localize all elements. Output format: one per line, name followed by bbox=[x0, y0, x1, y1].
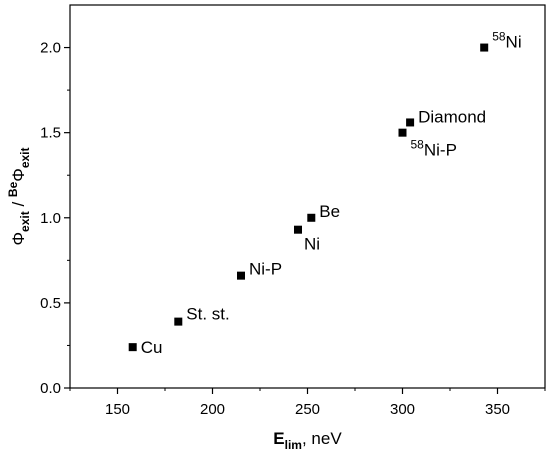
plot-frame bbox=[69, 4, 546, 389]
y-tick-label: 2.0 bbox=[40, 40, 61, 57]
data-label: St. st. bbox=[186, 305, 229, 324]
data-label: Ni-P bbox=[249, 260, 282, 279]
axis-titles: Elim, neV Φexit / BeΦexit bbox=[6, 147, 342, 452]
data-label: Diamond bbox=[418, 107, 486, 126]
data-points bbox=[128, 43, 489, 352]
data-point bbox=[406, 118, 415, 127]
y-tick-label: 1.5 bbox=[40, 125, 61, 142]
data-point bbox=[294, 225, 302, 234]
x-tick-label: 300 bbox=[390, 401, 415, 418]
x-tick-label: 150 bbox=[105, 401, 130, 418]
data-point bbox=[128, 343, 137, 352]
data-label: Be bbox=[319, 202, 340, 221]
data-label: 58Ni-P bbox=[411, 138, 457, 160]
x-tick-label: 250 bbox=[295, 401, 320, 418]
data-point bbox=[174, 317, 183, 326]
data-label: Ni bbox=[304, 235, 320, 254]
data-point bbox=[307, 213, 316, 222]
x-tick-label: 200 bbox=[200, 401, 225, 418]
x-tick-label: 350 bbox=[485, 401, 510, 418]
data-label: 58Ni bbox=[492, 30, 521, 52]
y-axis-title: Φexit / BeΦexit bbox=[6, 147, 32, 245]
data-label: Cu bbox=[141, 338, 163, 357]
data-point bbox=[480, 43, 489, 52]
x-axis-title: Elim, neV bbox=[273, 429, 342, 452]
ticks: 150 200 250 300 350 0.0 0.5 1.0 1.5 2.0 bbox=[40, 40, 546, 418]
data-labels: Cu St. st. Ni-P Ni Be 58Ni-P Diamond 58Ni bbox=[141, 30, 522, 358]
axes bbox=[69, 4, 546, 389]
y-tick-label: 1.0 bbox=[40, 210, 61, 227]
data-point bbox=[398, 128, 407, 137]
y-tick-label: 0.0 bbox=[40, 380, 61, 397]
y-tick-label: 0.5 bbox=[40, 295, 61, 312]
data-point bbox=[237, 271, 245, 280]
